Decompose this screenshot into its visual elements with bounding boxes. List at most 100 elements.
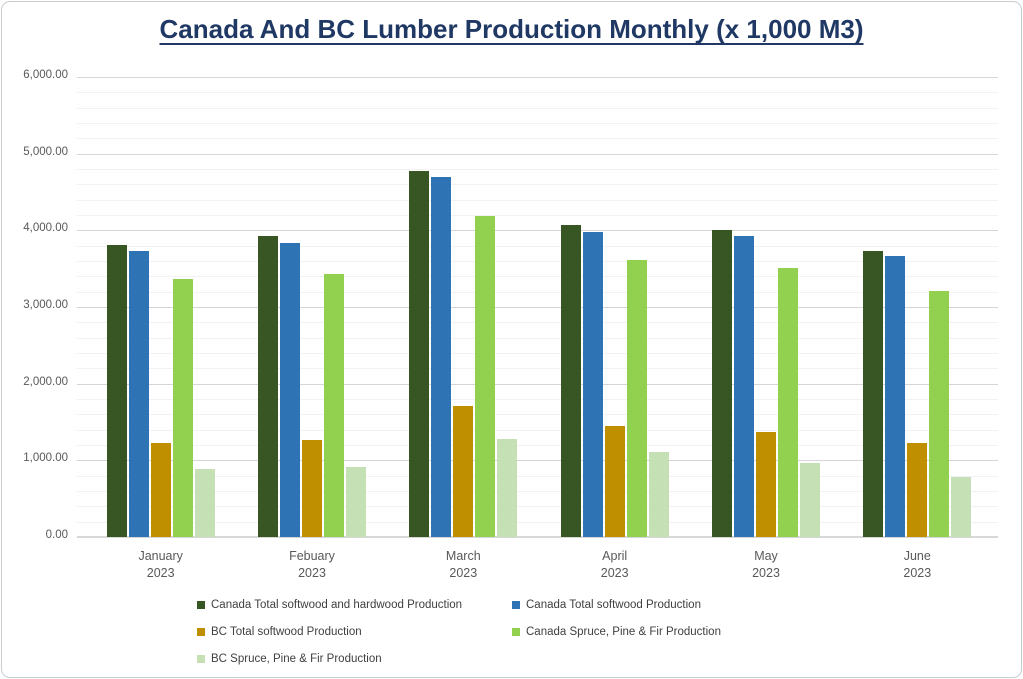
major-gridline bbox=[77, 77, 998, 78]
legend-item: Canada Total softwood Production bbox=[512, 598, 701, 612]
minor-gridline bbox=[77, 184, 998, 186]
bar bbox=[907, 442, 928, 537]
plot-area bbox=[77, 77, 998, 538]
bar bbox=[324, 274, 344, 537]
x-axis-category-label: March 2023 bbox=[398, 548, 528, 582]
minor-gridline bbox=[77, 322, 998, 324]
minor-gridline bbox=[77, 92, 998, 94]
minor-gridline bbox=[77, 491, 998, 492]
x-axis-month-text: Febuary bbox=[289, 549, 335, 563]
minor-gridline bbox=[77, 199, 998, 201]
legend-label: BC Total softwood Production bbox=[211, 626, 362, 638]
x-axis-category-label: January 2023 bbox=[96, 548, 226, 582]
x-axis-month-text: April bbox=[602, 549, 628, 563]
x-axis-year-text: 2023 bbox=[298, 566, 326, 580]
bar bbox=[885, 255, 906, 537]
legend-marker bbox=[197, 628, 205, 636]
minor-gridline bbox=[77, 245, 998, 247]
bar bbox=[475, 215, 496, 537]
minor-gridline bbox=[77, 169, 998, 170]
bar bbox=[929, 290, 950, 537]
legend-marker bbox=[512, 628, 520, 636]
bar bbox=[258, 235, 278, 537]
minor-gridline bbox=[77, 276, 998, 278]
bar bbox=[409, 170, 430, 537]
major-gridline bbox=[77, 153, 998, 155]
y-axis-tick-label: 3,000.00 bbox=[23, 299, 68, 311]
x-axis-category-label: May 2023 bbox=[701, 548, 831, 582]
bar bbox=[172, 279, 193, 537]
bar bbox=[280, 242, 300, 537]
bar bbox=[106, 244, 127, 537]
bar bbox=[346, 466, 366, 537]
major-gridline bbox=[77, 230, 998, 232]
minor-gridline bbox=[77, 399, 998, 400]
bar bbox=[863, 251, 884, 537]
x-axis-month-text: March bbox=[445, 549, 481, 563]
major-gridline bbox=[77, 460, 998, 462]
legend-label: Canada Total softwood Production bbox=[526, 599, 701, 611]
minor-gridline bbox=[77, 368, 998, 370]
x-axis-category-label: April 2023 bbox=[550, 548, 680, 582]
minor-gridline bbox=[77, 337, 998, 339]
bar bbox=[128, 251, 149, 537]
minor-gridline bbox=[77, 107, 998, 109]
minor-gridline bbox=[77, 506, 998, 508]
bar bbox=[453, 405, 474, 537]
minor-gridline bbox=[77, 123, 998, 124]
bar bbox=[800, 463, 820, 537]
major-gridline bbox=[77, 383, 998, 385]
bar bbox=[431, 177, 452, 537]
bar bbox=[194, 468, 215, 537]
minor-gridline bbox=[77, 414, 998, 416]
major-gridline bbox=[77, 537, 998, 538]
x-axis-month-text: May bbox=[754, 549, 778, 563]
bar bbox=[150, 442, 171, 537]
legend-label: Canada Spruce, Pine & Fir Production bbox=[526, 626, 721, 638]
y-axis-tick-label: 0.00 bbox=[45, 529, 68, 541]
bar bbox=[648, 451, 669, 537]
major-gridline bbox=[77, 307, 998, 308]
bar bbox=[560, 225, 581, 537]
legend-item: BC Total softwood Production bbox=[197, 625, 362, 639]
x-axis-month-text: January bbox=[138, 549, 183, 563]
x-axis-category-label: June 2023 bbox=[852, 548, 982, 582]
bar bbox=[626, 259, 647, 537]
x-axis-year-text: 2023 bbox=[752, 566, 780, 580]
legend-label: Canada Total softwood and hardwood Produ… bbox=[211, 599, 463, 611]
bar bbox=[712, 230, 732, 537]
bar bbox=[582, 231, 603, 537]
bar bbox=[734, 235, 754, 537]
legend-item: Canada Spruce, Pine & Fir Production bbox=[512, 625, 721, 639]
bar bbox=[497, 438, 518, 537]
y-axis-tick-label: 4,000.00 bbox=[23, 222, 68, 235]
legend-item: BC Spruce, Pine & Fir Production bbox=[197, 652, 382, 666]
bar bbox=[604, 425, 625, 537]
minor-gridline bbox=[77, 291, 998, 293]
bar bbox=[302, 439, 322, 537]
bar bbox=[778, 267, 798, 537]
bar bbox=[951, 477, 972, 537]
x-axis-year-text: 2023 bbox=[903, 566, 932, 580]
y-axis-tick-label: 6,000.00 bbox=[23, 69, 68, 81]
legend-label: BC Spruce, Pine & Fir Production bbox=[211, 653, 382, 665]
minor-gridline bbox=[77, 445, 998, 446]
minor-gridline bbox=[77, 138, 998, 140]
legend-item: Canada Total softwood and hardwood Produ… bbox=[197, 598, 462, 612]
legend-marker bbox=[197, 601, 205, 609]
x-axis-month-text: June bbox=[903, 549, 931, 563]
minor-gridline bbox=[77, 353, 998, 354]
x-axis-category-label: Febuary 2023 bbox=[247, 548, 377, 582]
bar bbox=[756, 432, 776, 537]
legend-marker bbox=[512, 601, 520, 609]
x-axis-year-text: 2023 bbox=[600, 566, 629, 580]
minor-gridline bbox=[77, 521, 998, 523]
y-axis-tick-label: 1,000.00 bbox=[23, 452, 68, 465]
chart-title: Canada And BC Lumber Production Monthly … bbox=[159, 14, 864, 44]
y-axis-tick-label: 5,000.00 bbox=[23, 145, 68, 158]
minor-gridline bbox=[77, 215, 998, 216]
minor-gridline bbox=[77, 475, 998, 477]
minor-gridline bbox=[77, 261, 998, 262]
x-axis-year-text: 2023 bbox=[146, 566, 175, 580]
